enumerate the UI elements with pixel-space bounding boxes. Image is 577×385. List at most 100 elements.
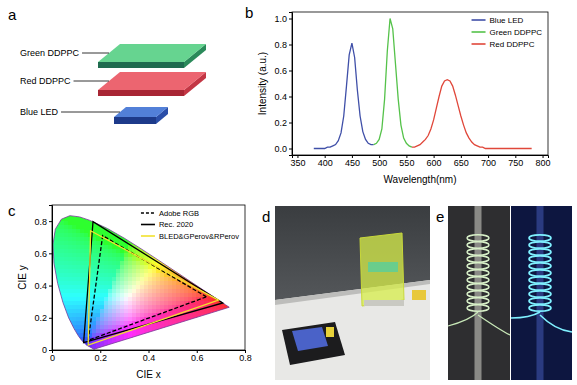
gamut-cell xyxy=(140,277,145,282)
gamut-cell xyxy=(228,249,233,254)
gamut-cell xyxy=(192,325,197,330)
gamut-cell xyxy=(128,277,133,282)
gamut-cell xyxy=(228,253,233,258)
gamut-cell xyxy=(76,261,81,266)
gamut-cell xyxy=(116,313,121,318)
spectrum-line xyxy=(314,43,374,148)
gamut-cell xyxy=(172,333,177,338)
gamut-cell xyxy=(188,253,193,258)
gamut-cell xyxy=(84,265,89,270)
gamut-cell xyxy=(92,321,97,326)
gamut-cell xyxy=(92,329,97,334)
fiber-coil xyxy=(467,298,489,304)
tick: 0.8 xyxy=(34,216,52,226)
legend-swatch xyxy=(141,224,155,226)
gamut-cell xyxy=(64,337,69,342)
gamut-cell xyxy=(240,241,245,246)
tick-mark xyxy=(289,19,292,20)
gamut-cell xyxy=(168,301,173,306)
gamut-cell xyxy=(100,325,105,330)
gamut-cell xyxy=(160,285,165,290)
gamut-cell xyxy=(216,281,221,286)
gamut-cell xyxy=(212,241,217,246)
gamut-cell xyxy=(108,289,113,294)
legend-entry: Adobe RGB xyxy=(141,209,199,218)
gamut-cell xyxy=(80,281,85,286)
gamut-cell xyxy=(136,213,141,218)
gamut-cell xyxy=(104,281,109,286)
gamut-cell xyxy=(152,237,157,242)
gamut-cell xyxy=(224,321,229,326)
gamut-cell xyxy=(184,265,189,270)
gamut-cell xyxy=(72,273,77,278)
gamut-cell xyxy=(204,329,209,334)
gamut-cell xyxy=(128,261,133,266)
gamut-cell xyxy=(80,309,85,314)
gamut-cell xyxy=(76,241,81,246)
axis-title: CIE x xyxy=(136,369,160,380)
gamut-cell xyxy=(240,337,245,342)
gamut-cell xyxy=(208,257,213,262)
tick-label: 550 xyxy=(399,158,414,168)
gamut-cell xyxy=(152,341,157,346)
gamut-cell xyxy=(56,249,61,254)
tick-label: 0.6 xyxy=(191,353,204,363)
gamut-cell xyxy=(128,257,133,262)
gamut-cell xyxy=(72,309,77,314)
gamut-cell xyxy=(136,281,141,286)
gamut-cell xyxy=(68,293,73,298)
gamut-cell xyxy=(76,229,81,234)
gamut-cell xyxy=(124,305,129,310)
tick-mark xyxy=(289,149,292,150)
gamut-cell xyxy=(176,241,181,246)
gamut-cell xyxy=(156,305,161,310)
gamut-cell xyxy=(232,277,237,282)
gamut-cell xyxy=(80,297,85,302)
gamut-cell xyxy=(80,221,85,226)
gamut-cell xyxy=(140,285,145,290)
gamut-cell xyxy=(240,225,245,230)
gamut-cell xyxy=(120,257,125,262)
gamut-cell xyxy=(76,305,81,310)
tick: 0 xyxy=(42,345,52,355)
gamut-cell xyxy=(96,289,101,294)
gamut-cell xyxy=(60,237,65,242)
gamut-cell xyxy=(188,273,193,278)
gamut-cell xyxy=(132,257,137,262)
gamut-cell xyxy=(112,325,117,330)
gamut-cell xyxy=(68,233,73,238)
gamut-cell xyxy=(68,249,73,254)
gamut-cell xyxy=(120,261,125,266)
gamut-cell xyxy=(160,301,165,306)
gamut-cell xyxy=(116,289,121,294)
gamut-cell xyxy=(60,329,65,334)
gamut-cell xyxy=(164,345,169,350)
tick: 0.2 xyxy=(34,313,52,323)
gamut-cell xyxy=(176,285,181,290)
gamut-cell xyxy=(60,345,65,350)
gamut-cell xyxy=(180,285,185,290)
gamut-cell xyxy=(128,289,133,294)
gamut-cell xyxy=(236,321,241,326)
gamut-cell xyxy=(168,337,173,342)
gamut-cell xyxy=(136,301,141,306)
gamut-cell xyxy=(152,317,157,322)
gamut-cell xyxy=(56,341,61,346)
gamut-cell xyxy=(220,217,225,222)
gamut-cell xyxy=(188,297,193,302)
gamut-cell xyxy=(152,297,157,302)
gamut-cell xyxy=(56,297,61,302)
gamut-cell xyxy=(112,277,117,282)
gamut-cell xyxy=(216,341,221,346)
gamut-cell xyxy=(232,285,237,290)
gamut-cell xyxy=(156,341,161,346)
gamut-cell xyxy=(148,293,153,298)
gamut-cell xyxy=(148,285,153,290)
gamut-cell xyxy=(108,325,113,330)
gamut-cell xyxy=(80,321,85,326)
tick-label: 1.0 xyxy=(274,14,287,24)
gamut-cell xyxy=(140,301,145,306)
gamut-cell xyxy=(120,317,125,322)
gamut-cell xyxy=(236,301,241,306)
gamut-cell xyxy=(116,321,121,326)
